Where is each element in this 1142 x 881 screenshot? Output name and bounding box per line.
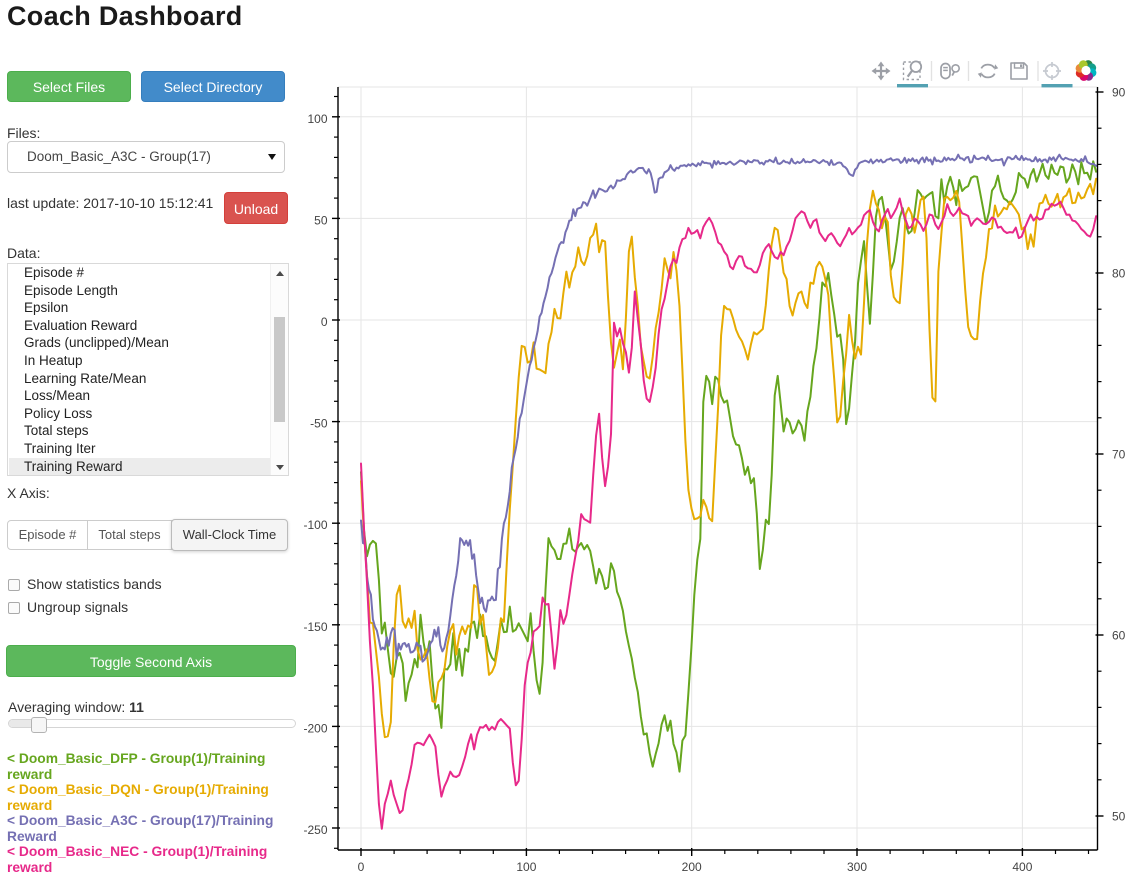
svg-text:0: 0 (358, 860, 365, 874)
svg-text:90: 90 (1112, 85, 1126, 99)
svg-text:0: 0 (321, 315, 328, 329)
svg-text:80: 80 (1112, 266, 1126, 280)
svg-text:70: 70 (1112, 447, 1126, 461)
svg-text:50: 50 (314, 213, 328, 227)
svg-text:60: 60 (1112, 628, 1126, 642)
svg-text:300: 300 (847, 860, 867, 874)
svg-text:-250: -250 (303, 823, 327, 837)
svg-text:100: 100 (307, 112, 327, 126)
svg-text:50: 50 (1112, 809, 1126, 823)
svg-text:200: 200 (682, 860, 702, 874)
svg-text:400: 400 (1012, 860, 1032, 874)
svg-text:-50: -50 (310, 417, 328, 431)
svg-text:-150: -150 (303, 620, 327, 634)
svg-text:-100: -100 (303, 518, 327, 532)
svg-text:100: 100 (516, 860, 536, 874)
svg-text:-200: -200 (303, 721, 327, 735)
